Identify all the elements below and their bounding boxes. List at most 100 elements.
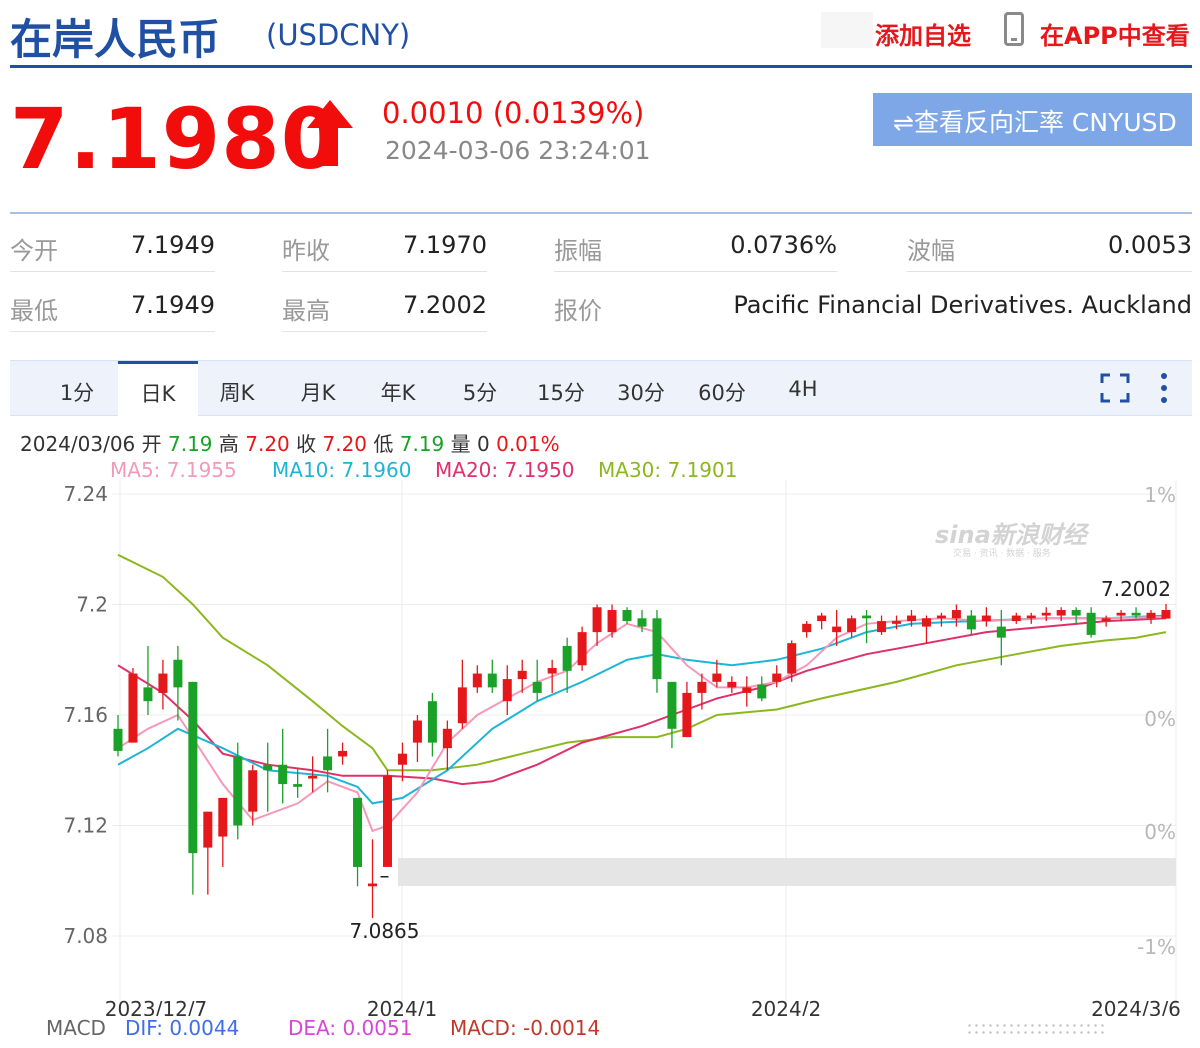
stat-label: 波幅 [907, 237, 955, 265]
candle-up [1101, 615, 1111, 627]
candle-up [607, 604, 617, 638]
candle-down [652, 610, 662, 693]
open-label: 开 [141, 432, 162, 456]
stat-value: 0.0736% [730, 231, 837, 259]
candle-down [263, 742, 273, 812]
stat-label: 报价 [554, 297, 602, 325]
candle-up [1116, 610, 1126, 622]
candle-down [622, 607, 632, 624]
stat-value: 7.1949 [131, 231, 215, 259]
add-favorite-button[interactable]: 添加自选 [875, 22, 971, 50]
candle-up [787, 640, 797, 682]
arrow-up-icon [307, 100, 353, 166]
candle-body [547, 668, 557, 674]
candle-body [562, 645, 572, 671]
candlestick-chart[interactable]: sina新浪财经 交易 · 资讯 · 数据 · 服务 7.247.27.167.… [0, 480, 1200, 1016]
candle-body [667, 681, 677, 729]
range-band [398, 858, 1176, 886]
candle-body [1011, 615, 1021, 622]
stat-open: 今开 7.1949 [10, 214, 215, 272]
candle-up [1161, 603, 1171, 619]
candle-up [412, 715, 422, 762]
candle-down [113, 715, 123, 757]
candle-body [457, 687, 467, 724]
period-tabs: 1分 日K 周K 月K 年K 5分 15分 30分 60分 4H [10, 360, 1192, 416]
candle-up [1146, 610, 1156, 624]
candle-up [158, 659, 168, 710]
candle-body [1116, 612, 1126, 616]
tab-yearly-k[interactable]: 年K [380, 381, 416, 405]
candle-body [652, 618, 662, 680]
candle-body [412, 720, 422, 743]
candle-body [862, 615, 872, 619]
candle-body [382, 775, 392, 867]
stat-prev-close: 昨收 7.1970 [282, 214, 487, 272]
candle-down [188, 681, 198, 895]
fullscreen-icon[interactable] [1100, 373, 1130, 403]
close-label: 收 [296, 432, 317, 456]
candle-body [248, 770, 258, 812]
candle-down [143, 645, 153, 715]
reverse-rate-button[interactable]: ⇌查看反向汇率 CNYUSD [873, 93, 1192, 146]
candle-up [472, 665, 482, 693]
tab-5min[interactable]: 5分 [462, 381, 498, 405]
header-bar: 在岸人民币 (USDCNY) 添加自选 在APP中查看 [10, 0, 1192, 68]
candle-down [323, 728, 333, 793]
axis-labels: 7.24 7.2 7.16 7.12 7.08 1% 0% 0% -1% 2023/12/7 202… [63, 482, 1180, 1016]
candle-body [877, 621, 887, 633]
candle-body [817, 615, 827, 622]
tab-60min[interactable]: 60分 [698, 381, 746, 405]
candle-body [832, 626, 842, 633]
y-right-tick-label: 0% [1144, 820, 1176, 844]
candle-up [817, 612, 827, 630]
stats-table: 今开 7.1949 昨收 7.1970 振幅 0.0736% 波幅 0.0053… [10, 212, 1192, 340]
candle-body [113, 728, 123, 751]
candle-body [906, 615, 916, 622]
ma-lines [117, 553, 1167, 833]
more-menu-icon[interactable] [1154, 371, 1174, 405]
candle-up [951, 604, 961, 627]
candle-down [757, 676, 767, 702]
tab-30min[interactable]: 30分 [617, 381, 665, 405]
candle-body [188, 681, 198, 854]
candle-body [278, 764, 288, 785]
app-view-link[interactable]: 在APP中查看 [1040, 22, 1190, 50]
candle-up [1026, 612, 1036, 624]
candle-up [832, 610, 842, 646]
candle-body [1101, 618, 1111, 622]
scroll-handle[interactable] [966, 1022, 1106, 1036]
stat-amplitude: 振幅 0.0736% [554, 214, 837, 272]
tab-daily-k[interactable]: 日K [118, 361, 198, 416]
candle-down [996, 610, 1006, 666]
x-tick-label: 2024/1 [367, 997, 437, 1016]
change-pct: 0.01% [496, 432, 560, 456]
page-title: 在岸人民币 [10, 15, 221, 64]
tab-4h[interactable]: 4H [788, 377, 818, 401]
ma10-line [117, 614, 1167, 805]
low-label: 低 [373, 432, 394, 456]
candle-down [966, 610, 976, 635]
ma30-line [117, 553, 1167, 772]
candle-up [502, 665, 512, 715]
watermark-subtext: 交易 · 资讯 · 数据 · 服务 [953, 547, 1051, 559]
candle-up [697, 673, 707, 710]
low-value: 7.19 [399, 432, 445, 456]
candle-body [323, 756, 333, 771]
candle-up [1011, 612, 1021, 624]
stat-low: 最低 7.1949 [10, 274, 215, 332]
tab-15min[interactable]: 15分 [537, 381, 585, 405]
candle-up [936, 612, 946, 627]
tab-monthly-k[interactable]: 月K [300, 381, 336, 405]
candle-body [1086, 612, 1096, 635]
quote-time: 2024-03-06 23:24:01 [385, 136, 651, 165]
candle-down [862, 610, 872, 644]
volume-label: 量 [450, 432, 471, 456]
candle-down [487, 659, 497, 693]
tab-weekly-k[interactable]: 周K [219, 381, 255, 405]
candle-body [637, 618, 647, 627]
candle-body [981, 615, 991, 622]
macd-value: MACD: -0.0014 [450, 1016, 601, 1040]
candle-up [218, 797, 228, 867]
tab-1min[interactable]: 1分 [59, 381, 95, 405]
y-tick-label: 7.08 [63, 924, 108, 948]
